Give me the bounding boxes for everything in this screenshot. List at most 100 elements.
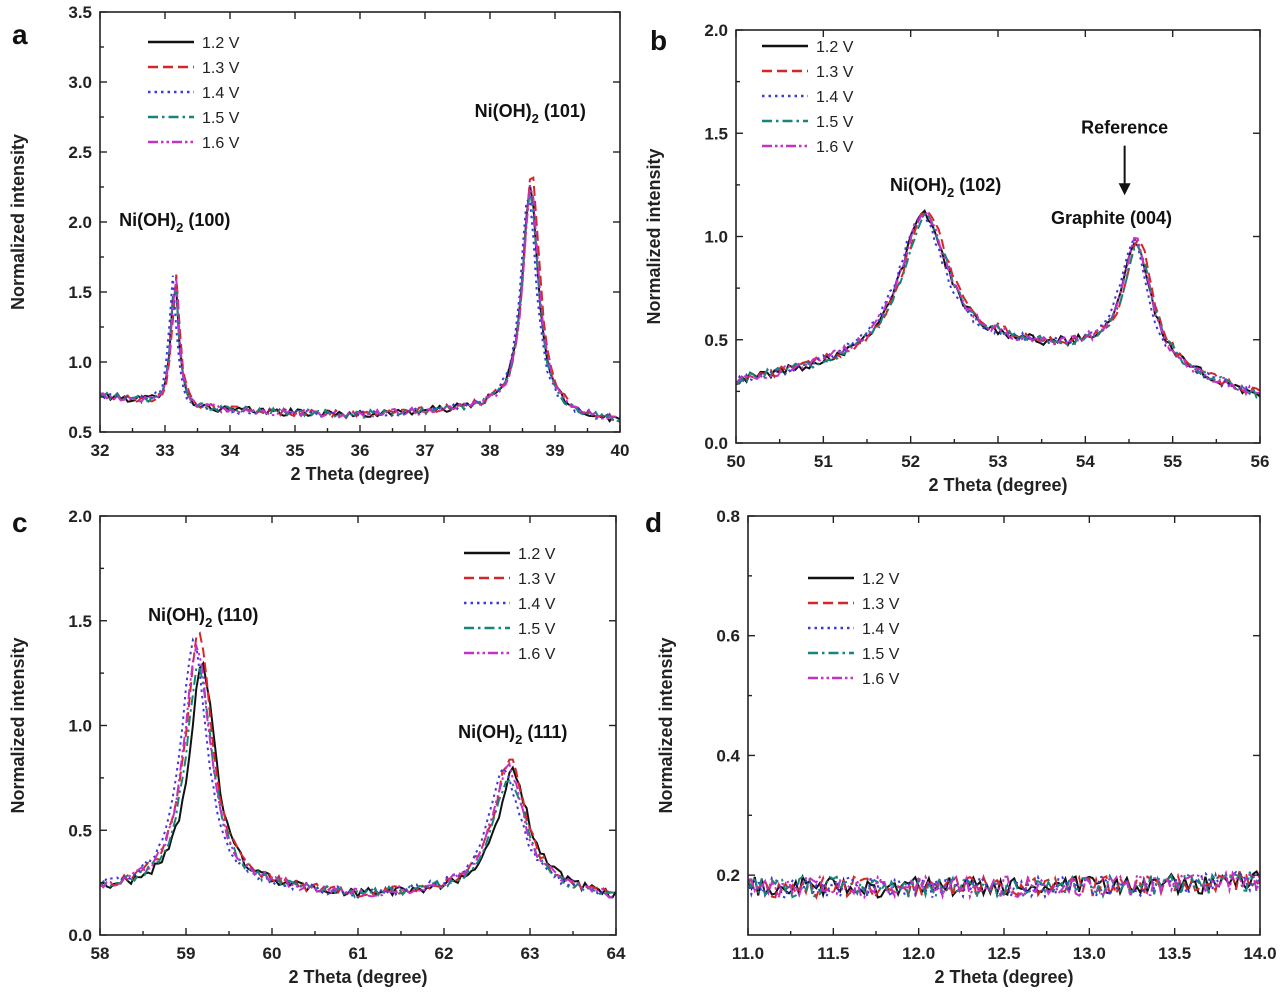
legend-label: 1.4 V	[816, 89, 854, 106]
y-tick-label: 0.4	[716, 746, 740, 765]
annotation-subscript: 2	[532, 111, 539, 126]
legend-label: 1.2 V	[816, 39, 854, 56]
series-line-1-4V	[748, 870, 1260, 900]
legend-label: 1.4 V	[518, 596, 556, 613]
y-tick-label: 0.0	[68, 926, 92, 945]
y-tick-label: 0.5	[704, 331, 728, 350]
x-tick-label: 34	[221, 441, 240, 460]
y-tick-label: 0.5	[68, 423, 92, 442]
x-tick-label: 11.5	[817, 944, 849, 963]
y-tick-label: 0.8	[716, 507, 740, 526]
series-line-1-4V	[100, 637, 616, 901]
legend: 1.2 V 1.3 V 1.4 V 1.5 V 1.6 V	[148, 35, 240, 152]
y-tick-label: 1.5	[68, 283, 92, 302]
x-tick-label: 12.0	[902, 944, 935, 963]
legend-label: 1.3 V	[518, 571, 556, 588]
x-tick-label: 60	[263, 944, 282, 963]
y-tick-label: 2.5	[68, 143, 92, 162]
x-tick-label: 52	[901, 452, 920, 471]
y-tick-label: 3.5	[68, 3, 92, 22]
series-line-1-4V	[100, 198, 620, 420]
x-axis-title: 2 Theta (degree)	[288, 967, 427, 987]
series-line-1-6V	[736, 209, 1260, 397]
legend-label: 1.5 V	[816, 114, 854, 131]
x-tick-label: 13.0	[1073, 944, 1106, 963]
series-line-1-6V	[100, 185, 620, 421]
legend-label: 1.6 V	[518, 646, 556, 663]
peak-annotation: Reference	[1081, 117, 1168, 137]
annotation-text: Ni(OH)	[119, 210, 176, 230]
x-tick-label: 13.5	[1158, 944, 1191, 963]
peak-annotation: Ni(OH)2 (110)	[148, 605, 258, 630]
y-tick-label: 0.5	[68, 821, 92, 840]
series-line-1-4V	[736, 214, 1260, 396]
series-line-1-2V	[100, 660, 616, 899]
y-tick-label: 0.2	[716, 866, 740, 885]
annotation-text: Ni(OH)	[890, 175, 947, 195]
panel-d: d 11.0 11.5 12.0 12.5 13.0 13.5 14.0 0.2 0.4 0.6 0.…	[645, 507, 1277, 987]
panel-letter: c	[12, 507, 28, 538]
annotation-text: Ni(OH)	[458, 722, 515, 742]
legend-label: 1.5 V	[202, 110, 240, 127]
series-line-1-5V	[748, 871, 1260, 901]
x-tick-label: 61	[349, 944, 368, 963]
x-tick-label: 39	[546, 441, 565, 460]
x-tick-label: 37	[416, 441, 435, 460]
legend-label: 1.5 V	[518, 621, 556, 638]
x-tick-label: 12.5	[987, 944, 1020, 963]
x-tick-label: 33	[156, 441, 175, 460]
annotation-tail: (102)	[954, 175, 1001, 195]
y-tick-label: 1.0	[68, 717, 92, 736]
legend: 1.2 V 1.3 V 1.4 V 1.5 V 1.6 V	[762, 39, 854, 156]
series-group	[100, 631, 616, 901]
annotation-subscript: 2	[176, 220, 183, 235]
x-tick-label: 62	[435, 944, 454, 963]
x-tick-label: 40	[611, 441, 630, 460]
y-tick-label: 1.5	[68, 612, 92, 631]
annotation-text: Ni(OH)	[475, 101, 532, 121]
x-tick-label: 38	[481, 441, 500, 460]
x-tick-label: 64	[607, 944, 626, 963]
series-group	[748, 869, 1260, 902]
x-tick-label: 11.0	[732, 944, 764, 963]
annotation-subscript: 2	[205, 615, 212, 630]
legend-label: 1.6 V	[816, 139, 854, 156]
y-tick-label: 1.0	[704, 228, 728, 247]
panel-c: c 58 59 60 61 62 63 64 0.0 0.5 1.0 1.5 2.0 2 Theta (d…	[8, 507, 626, 987]
series-line-1-5V	[736, 212, 1260, 400]
legend-label: 1.2 V	[862, 571, 900, 588]
panel-letter: a	[12, 19, 28, 50]
series-group	[736, 209, 1260, 400]
legend-label: 1.6 V	[202, 135, 240, 152]
peak-annotation: Ni(OH)2 (100)	[119, 210, 230, 235]
series-line-1-2V	[736, 209, 1260, 398]
panel-letter: d	[645, 507, 662, 538]
y-axis-title: Normalized intensity	[656, 637, 676, 813]
legend-label: 1.3 V	[862, 596, 900, 613]
legend-label: 1.4 V	[862, 621, 900, 638]
x-tick-label: 58	[91, 944, 110, 963]
y-tick-label: 2.0	[68, 507, 92, 526]
x-axis-title: 2 Theta (degree)	[290, 464, 429, 484]
y-axis-title: Normalized intensity	[8, 637, 28, 813]
legend: 1.2 V 1.3 V 1.4 V 1.5 V 1.6 V	[808, 571, 900, 688]
annotation-subscript: 2	[947, 185, 954, 200]
series-line-1-3V	[100, 176, 620, 423]
peak-annotation: Ni(OH)2 (102)	[890, 175, 1001, 200]
legend-label: 1.4 V	[202, 85, 240, 102]
y-tick-label: 1.0	[68, 353, 92, 372]
series-line-1-6V	[100, 642, 616, 899]
x-axis-title: 2 Theta (degree)	[934, 967, 1073, 987]
legend-label: 1.2 V	[202, 35, 240, 52]
x-tick-label: 59	[177, 944, 196, 963]
legend-label: 1.3 V	[816, 64, 854, 81]
y-tick-label: 0.6	[716, 627, 740, 646]
x-tick-label: 55	[1163, 452, 1182, 471]
series-line-1-6V	[748, 869, 1260, 902]
legend-label: 1.3 V	[202, 60, 240, 77]
annotation-tail: (111)	[522, 722, 567, 742]
x-tick-label: 50	[727, 452, 746, 471]
x-tick-label: 53	[989, 452, 1008, 471]
panel-letter: b	[650, 25, 667, 56]
